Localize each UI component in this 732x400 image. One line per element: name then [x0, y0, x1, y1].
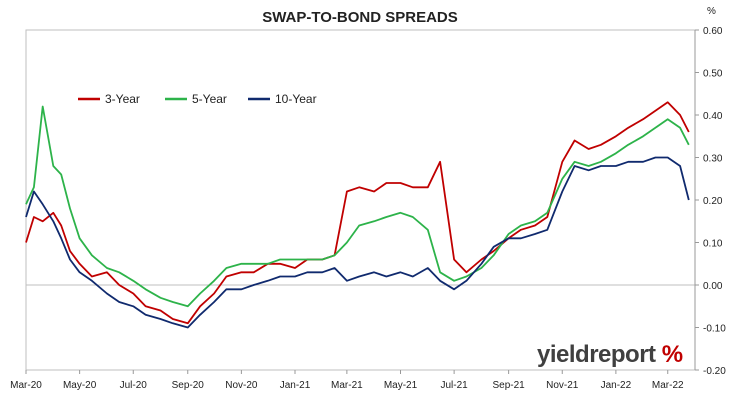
y-tick-label: 0.20 [703, 196, 723, 207]
brand-text: yieldreport [537, 341, 656, 368]
y-tick-label: 0.10 [703, 239, 723, 250]
y-tick-label: 0.60 [703, 26, 723, 37]
x-tick-label: Jan-22 [601, 380, 632, 391]
y-axis-unit-label: % [707, 6, 716, 17]
y-tick-label: -0.20 [703, 366, 726, 377]
series-line-3 [25, 156, 690, 329]
x-tick-label: Sep-21 [493, 380, 526, 391]
x-tick-label: Nov-21 [546, 380, 579, 391]
x-tick-label: Sep-20 [172, 380, 205, 391]
x-tick-label: May-20 [63, 380, 97, 391]
series-line-1 [25, 101, 690, 325]
x-tick-label: Jul-20 [120, 380, 148, 391]
brand-logo: yieldreport % [537, 341, 683, 368]
chart-title: SWAP-TO-BOND SPREADS [262, 9, 458, 26]
y-tick-label: 0.00 [703, 281, 723, 292]
y-tick-label: 0.40 [703, 111, 723, 122]
y-tick-label: -0.10 [703, 324, 726, 335]
y-tick-label: 0.30 [703, 154, 723, 165]
series-lines [25, 101, 690, 329]
x-tick-label: May-21 [384, 380, 418, 391]
legend: 3-Year 5-Year 10-Year [78, 92, 317, 106]
series-line-2 [25, 105, 690, 308]
legend-label-2: 5-Year [192, 92, 227, 106]
x-tick-label: Jul-21 [440, 380, 468, 391]
legend-label-3: 10-Year [275, 92, 317, 106]
x-tick-label: Nov-20 [225, 380, 258, 391]
svg-text:yieldreport %: yieldreport % [537, 341, 683, 368]
x-tick-label: Mar-21 [331, 380, 363, 391]
y-tick-label: 0.50 [703, 69, 723, 80]
plot-frame [25, 29, 696, 371]
x-tick-label: Jan-21 [280, 380, 311, 391]
x-tick-label: Mar-20 [10, 380, 42, 391]
axes: -0.20 -0.10 0.00 0.10 0.20 0.30 0.40 0.50 0.60 Ma… [10, 26, 726, 391]
x-tick-label: Mar-22 [652, 380, 684, 391]
legend-label-1: 3-Year [105, 92, 140, 106]
brand-percent-symbol: % [662, 341, 683, 368]
